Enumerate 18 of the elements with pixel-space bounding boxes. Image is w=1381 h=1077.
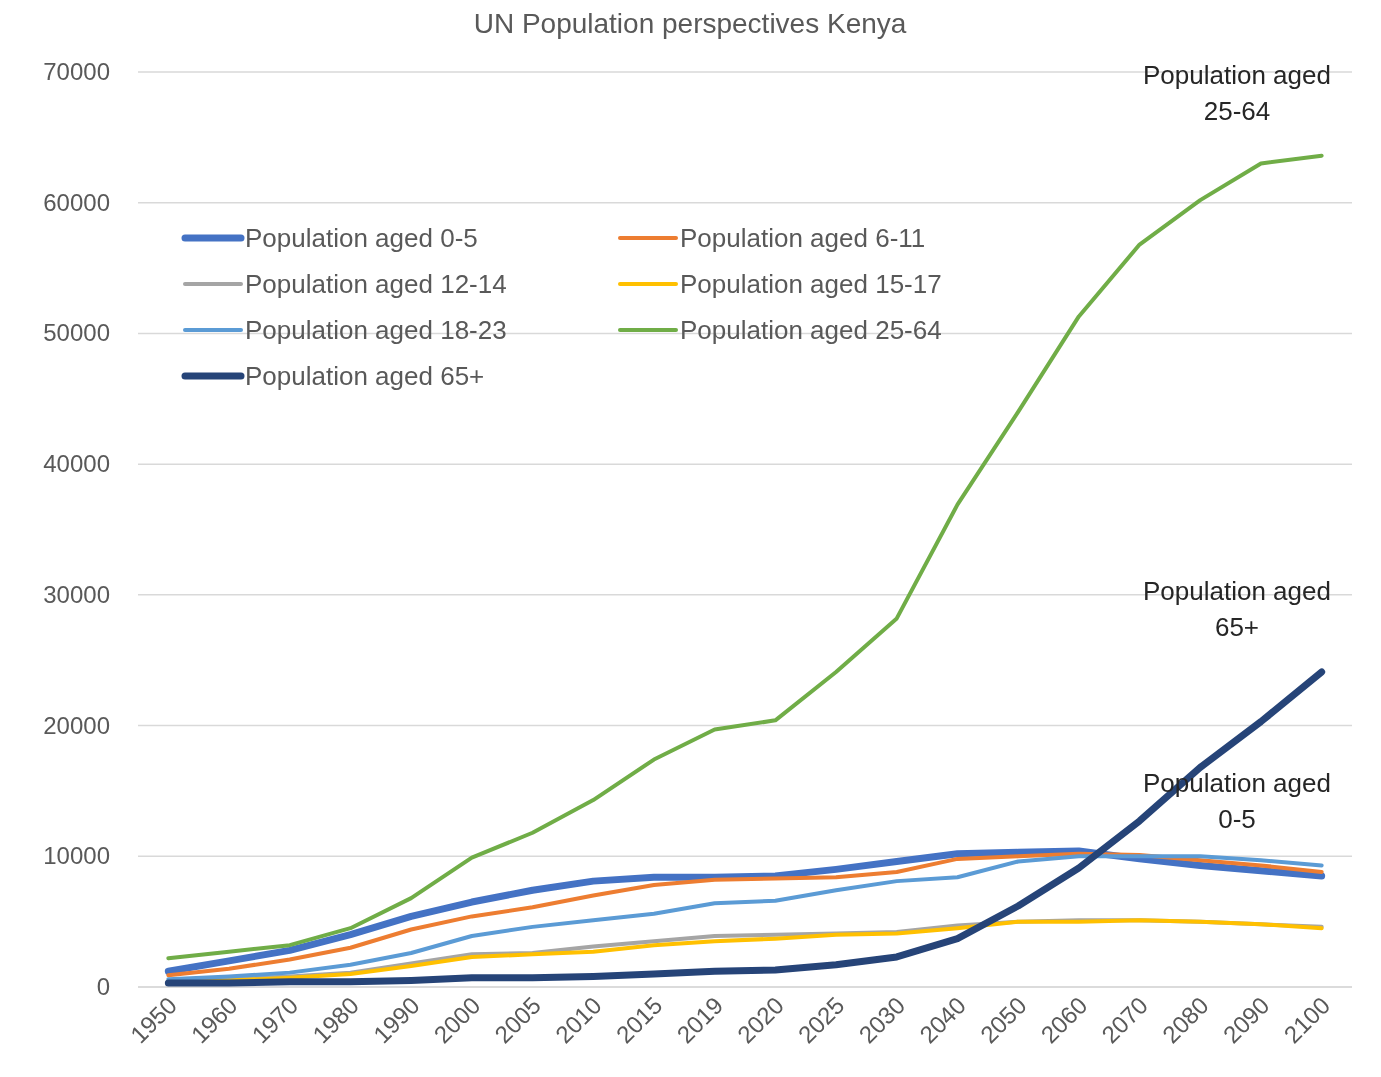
legend-label: Population aged 12-14 — [245, 269, 507, 299]
y-tick-label: 20000 — [43, 711, 110, 739]
chart-title: UN Population perspectives Kenya — [473, 8, 907, 39]
y-tick-label: 50000 — [43, 319, 110, 347]
legend-label: Population aged 25-64 — [680, 315, 942, 345]
y-tick-label: 60000 — [43, 188, 110, 216]
legend-label: Population aged 6-11 — [680, 223, 926, 253]
y-tick-label: 40000 — [43, 450, 110, 478]
y-tick-label: 70000 — [43, 58, 110, 85]
annotation: Population aged 25-64 — [1143, 60, 1331, 126]
legend-label: Population aged 18-23 — [245, 315, 507, 345]
legend-label: Population aged 15-17 — [680, 269, 942, 299]
annotation: Population aged 65+ — [1143, 576, 1331, 642]
y-tick-label: 10000 — [43, 842, 110, 870]
legend-label: Population aged 0-5 — [245, 223, 478, 253]
legend-label: Population aged 65+ — [245, 361, 485, 391]
y-tick-label: 30000 — [43, 580, 110, 608]
y-tick-label: 0 — [96, 973, 110, 1000]
